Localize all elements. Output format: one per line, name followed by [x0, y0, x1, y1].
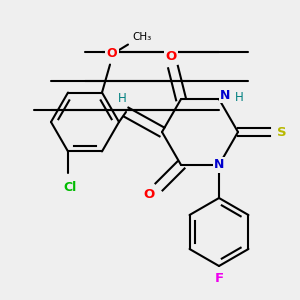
- Text: H: H: [235, 91, 243, 103]
- Text: F: F: [214, 272, 224, 286]
- Text: CH₃: CH₃: [132, 32, 152, 42]
- Text: N: N: [214, 158, 224, 171]
- Text: S: S: [277, 125, 287, 139]
- Text: O: O: [143, 188, 155, 201]
- Text: O: O: [165, 50, 177, 63]
- Text: Cl: Cl: [63, 181, 76, 194]
- Text: H: H: [118, 92, 126, 104]
- Text: O: O: [107, 47, 117, 60]
- Text: N: N: [220, 88, 230, 102]
